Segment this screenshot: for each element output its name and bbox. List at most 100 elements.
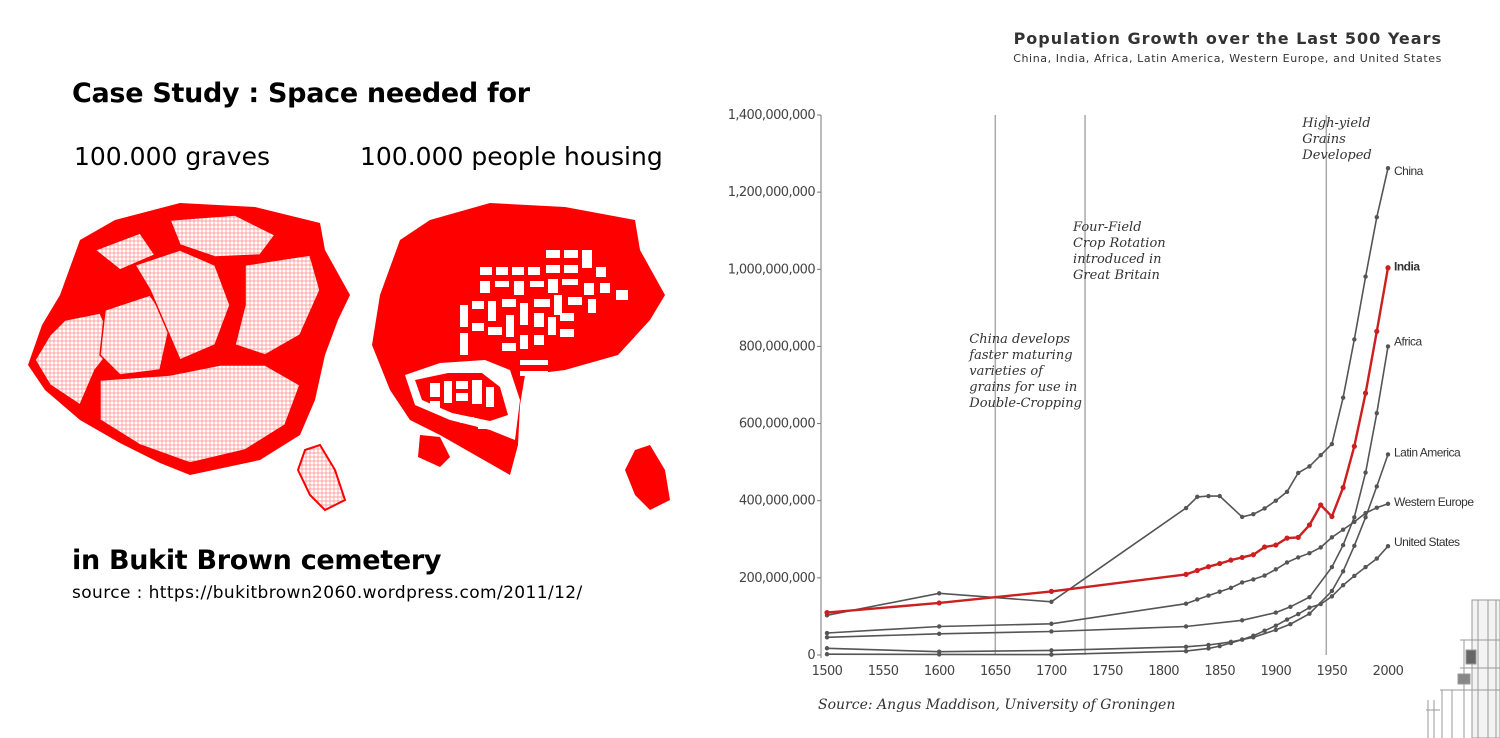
- x-tick-label: 2000: [1373, 664, 1404, 679]
- y-tick-label: 800,000,000: [739, 339, 815, 354]
- data-point: [1049, 652, 1054, 657]
- data-point: [1363, 470, 1368, 475]
- series-line-india: [826, 267, 1390, 614]
- data-point: [1296, 555, 1301, 560]
- series-line-western-europe: [826, 503, 1389, 634]
- data-point: [1374, 484, 1379, 489]
- data-point: [1385, 452, 1391, 457]
- data-point: [1340, 569, 1346, 574]
- data-point: [1250, 552, 1256, 558]
- data-point: [1273, 542, 1279, 548]
- data-point: [1318, 545, 1323, 550]
- x-tick-label: 1950: [1317, 664, 1348, 679]
- data-point: [1217, 643, 1222, 649]
- data-point: [937, 624, 942, 629]
- data-point: [1262, 506, 1267, 511]
- data-point: [824, 646, 830, 651]
- data-point: [1049, 648, 1054, 653]
- data-point: [1329, 513, 1335, 520]
- data-point: [1273, 498, 1278, 503]
- data-point: [1206, 493, 1211, 499]
- data-point: [1340, 395, 1346, 400]
- data-point: [1228, 585, 1234, 591]
- data-point: [1288, 621, 1293, 627]
- series-line-africa: [826, 346, 1389, 639]
- data-point: [1329, 594, 1335, 599]
- data-point: [1217, 493, 1222, 499]
- data-point: [1340, 582, 1346, 588]
- data-point: [1374, 505, 1379, 510]
- data-point: [937, 631, 942, 636]
- data-point: [1273, 610, 1278, 615]
- data-point: [824, 652, 830, 657]
- x-tick-label: 1700: [1036, 664, 1067, 679]
- data-point: [1284, 617, 1290, 622]
- data-point: [1239, 618, 1245, 623]
- series-label: Western Europe: [1394, 495, 1474, 509]
- data-point: [824, 609, 830, 616]
- data-point: [1295, 534, 1301, 540]
- data-point: [1385, 166, 1391, 171]
- source-link[interactable]: source : https://bukitbrown2060.wordpres…: [72, 583, 583, 603]
- data-point: [1239, 637, 1245, 642]
- chart-subtitle: China, India, Africa, Latin America, Wes…: [1013, 52, 1442, 65]
- data-point: [1284, 560, 1290, 565]
- graves-map: [28, 203, 350, 512]
- cemetery-maps: [28, 203, 670, 512]
- scaffold-decoration: [1426, 599, 1500, 738]
- annotation-line: China develops: [969, 332, 1070, 347]
- data-point: [1363, 274, 1368, 279]
- data-point: [1374, 328, 1380, 334]
- graves-label: 100.000 graves: [74, 142, 270, 171]
- data-point: [1251, 633, 1256, 638]
- data-point: [1195, 597, 1200, 602]
- data-point: [937, 652, 942, 657]
- x-tick-label: 1750: [1092, 664, 1123, 679]
- chart-series: [824, 166, 1391, 657]
- y-tick-label: 1,200,000,000: [728, 185, 816, 200]
- series-line-latin-america: [826, 454, 1389, 653]
- x-tick-label: 1650: [980, 664, 1011, 679]
- series-labels: China India Africa Latin America Western Eur…: [1394, 164, 1475, 549]
- data-point: [1261, 544, 1268, 550]
- data-point: [1374, 556, 1379, 561]
- x-tick-label: 1500: [812, 664, 843, 679]
- data-point: [1239, 514, 1245, 520]
- data-point: [1048, 588, 1054, 594]
- annotation-line: High-yield: [1301, 116, 1370, 131]
- data-point: [1363, 515, 1368, 520]
- population-chart: Population Growth over the Last 500 Year…: [728, 29, 1500, 738]
- data-point: [1183, 571, 1189, 577]
- data-point: [1049, 599, 1054, 604]
- case-study-subtitle: in Bukit Brown cemetery: [72, 545, 442, 576]
- annotation-line: Crop Rotation: [1073, 236, 1166, 251]
- annotation-line: Grains: [1302, 132, 1346, 147]
- data-point: [1340, 485, 1346, 491]
- chart-source: Source: Angus Maddison, University of Gr…: [818, 697, 1175, 713]
- annotation-line: varieties of: [969, 364, 1045, 379]
- data-point: [824, 630, 830, 636]
- data-point: [1340, 527, 1346, 532]
- annotation-line: grains for use in: [969, 380, 1077, 395]
- data-point: [1352, 543, 1357, 549]
- data-point: [1385, 544, 1391, 549]
- data-point: [824, 635, 830, 640]
- y-tick-label: 400,000,000: [739, 494, 815, 509]
- series-label: China: [1394, 164, 1424, 178]
- data-point: [936, 600, 942, 606]
- chart-axes: 0 200,000,000 400,000,000 600,000,000 800,00…: [728, 108, 1405, 679]
- data-point: [1352, 515, 1357, 520]
- annotation-line: faster maturing: [968, 348, 1072, 363]
- data-point: [1329, 535, 1335, 540]
- data-point: [1385, 265, 1391, 271]
- series-label: Africa: [1394, 334, 1423, 348]
- event-annotation: China develops faster maturing varieties o…: [968, 332, 1082, 411]
- housing-blocks: [430, 250, 628, 429]
- x-tick-label: 1800: [1148, 664, 1179, 679]
- data-point: [1273, 627, 1278, 633]
- data-point: [1251, 512, 1256, 517]
- data-point: [1307, 550, 1312, 556]
- data-point: [1183, 601, 1189, 606]
- data-point: [1352, 337, 1357, 342]
- annotation-line: Developed: [1301, 148, 1371, 163]
